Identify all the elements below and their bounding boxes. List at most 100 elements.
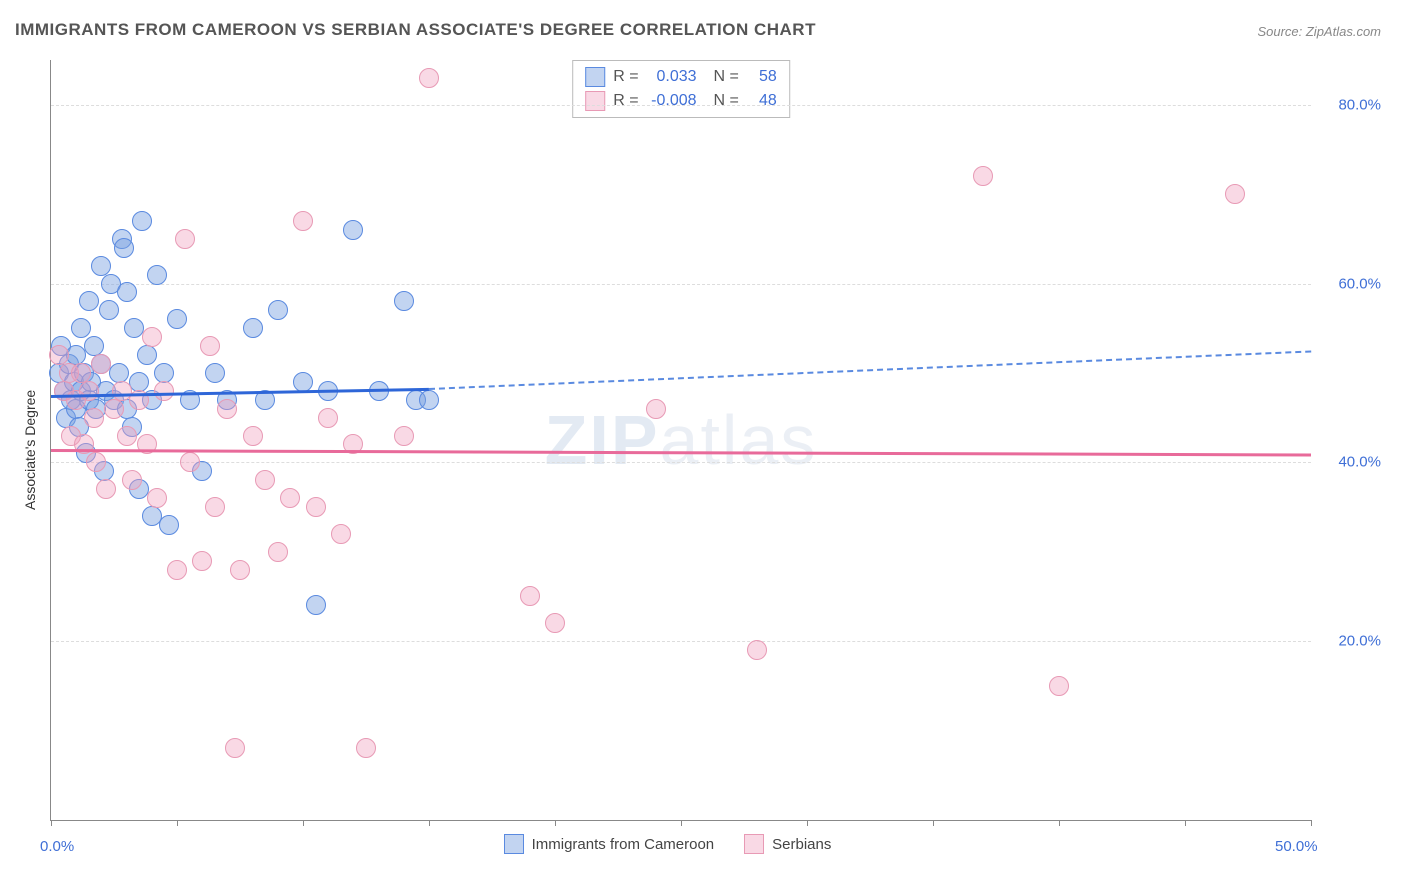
x-tick [807, 820, 808, 826]
x-tick [1311, 820, 1312, 826]
legend-label: Immigrants from Cameroon [532, 836, 715, 853]
data-point [545, 613, 565, 633]
r-value-1: 0.033 [647, 68, 697, 86]
data-point [205, 363, 225, 383]
y-tick-label: 60.0% [1321, 275, 1381, 292]
data-point [394, 291, 414, 311]
data-point [99, 300, 119, 320]
chart-title: IMMIGRANTS FROM CAMEROON VS SERBIAN ASSO… [15, 20, 816, 40]
data-point [86, 452, 106, 472]
data-point [175, 229, 195, 249]
data-point [268, 300, 288, 320]
data-point [1225, 184, 1245, 204]
data-point [96, 479, 116, 499]
legend-item: Serbians [744, 834, 831, 854]
swatch-blue [585, 67, 605, 87]
data-point [49, 345, 69, 365]
data-point [293, 372, 313, 392]
data-point [71, 318, 91, 338]
n-value-2: 48 [747, 92, 777, 110]
data-point [225, 738, 245, 758]
y-tick-label: 40.0% [1321, 454, 1381, 471]
data-point [306, 595, 326, 615]
data-point [104, 399, 124, 419]
data-point [255, 470, 275, 490]
data-point [84, 408, 104, 428]
data-point [180, 452, 200, 472]
data-point [318, 408, 338, 428]
data-point [147, 265, 167, 285]
data-point [293, 211, 313, 231]
data-point [91, 256, 111, 276]
x-tick [429, 820, 430, 826]
data-point [331, 524, 351, 544]
data-point [117, 426, 137, 446]
data-point [306, 497, 326, 517]
data-point [154, 381, 174, 401]
data-point [646, 399, 666, 419]
gridline [51, 105, 1311, 106]
data-point [79, 381, 99, 401]
data-point [394, 426, 414, 446]
stats-box: R = 0.033 N = 58 R = -0.008 N = 48 [572, 60, 790, 118]
stats-row-1: R = 0.033 N = 58 [585, 65, 777, 89]
y-tick-label: 20.0% [1321, 633, 1381, 650]
gridline [51, 462, 1311, 463]
gridline [51, 284, 1311, 285]
data-point [243, 318, 263, 338]
data-point [419, 68, 439, 88]
x-tick [177, 820, 178, 826]
watermark: ZIPatlas [545, 400, 818, 480]
x-tick [555, 820, 556, 826]
data-point [192, 551, 212, 571]
legend-label: Serbians [772, 836, 831, 853]
chart-container: IMMIGRANTS FROM CAMEROON VS SERBIAN ASSO… [0, 0, 1406, 892]
data-point [973, 166, 993, 186]
data-point [147, 488, 167, 508]
y-axis-title: Associate's Degree [22, 390, 38, 510]
legend: Immigrants from Cameroon Serbians [504, 834, 832, 854]
legend-swatch [504, 834, 524, 854]
data-point [142, 327, 162, 347]
data-point [122, 470, 142, 490]
data-point [1049, 676, 1069, 696]
x-tick [1185, 820, 1186, 826]
data-point [280, 488, 300, 508]
trend-line [429, 351, 1311, 391]
data-point [268, 542, 288, 562]
y-tick-label: 80.0% [1321, 96, 1381, 113]
data-point [137, 345, 157, 365]
x-tick [681, 820, 682, 826]
n-label: N = [705, 92, 739, 110]
trend-line [51, 449, 1311, 456]
data-point [167, 560, 187, 580]
data-point [343, 220, 363, 240]
x-tick [51, 820, 52, 826]
data-point [91, 354, 111, 374]
gridline [51, 641, 1311, 642]
x-axis-min-label: 0.0% [40, 838, 74, 855]
legend-item: Immigrants from Cameroon [504, 834, 715, 854]
n-label: N = [705, 68, 739, 86]
x-tick [303, 820, 304, 826]
legend-swatch [744, 834, 764, 854]
r-value-2: -0.008 [647, 92, 697, 110]
data-point [114, 238, 134, 258]
data-point [79, 291, 99, 311]
x-axis-max-label: 50.0% [1275, 838, 1318, 855]
x-tick [1059, 820, 1060, 826]
data-point [217, 399, 237, 419]
data-point [230, 560, 250, 580]
data-point [159, 515, 179, 535]
data-point [747, 640, 767, 660]
data-point [520, 586, 540, 606]
data-point [419, 390, 439, 410]
data-point [132, 211, 152, 231]
r-label: R = [613, 92, 638, 110]
data-point [356, 738, 376, 758]
stats-row-2: R = -0.008 N = 48 [585, 89, 777, 113]
data-point [205, 497, 225, 517]
data-point [243, 426, 263, 446]
data-point [117, 282, 137, 302]
plot-area: ZIPatlas R = 0.033 N = 58 R = -0.008 N =… [50, 60, 1311, 821]
